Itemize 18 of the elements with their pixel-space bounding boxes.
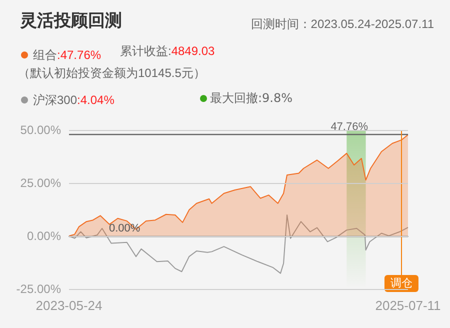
y-tick-label: 50.00% — [20, 123, 62, 137]
chart-subtitle: 回测时间：2023.05.24-2025.07.11 — [250, 17, 434, 31]
legend-label: 沪深300 — [33, 93, 78, 107]
ref-line-label: 0.00% — [109, 222, 140, 234]
chart-title: 灵活投顾回测 — [20, 11, 122, 30]
text: :4.04% — [77, 93, 115, 107]
ref-line-label: 47.76% — [330, 121, 368, 134]
x-tick-label: 2025-07-11 — [375, 298, 441, 313]
text: 累计收益:4849.03 — [120, 44, 216, 58]
y-tick-label: 0.00% — [26, 229, 62, 243]
ref-line-label: 调仓 — [390, 278, 412, 290]
legend-label: 最大回撤:9.8% — [210, 90, 293, 107]
y-tick-label: 25.00% — [20, 176, 62, 190]
legend-label: 组合 — [33, 48, 57, 62]
text: （默认初始投资金额为10145.5元） — [18, 66, 206, 80]
x-tick-label: 2023-05-24 — [36, 298, 102, 313]
text: :47.76% — [57, 48, 102, 62]
y-tick-label: -25.00% — [16, 282, 62, 296]
